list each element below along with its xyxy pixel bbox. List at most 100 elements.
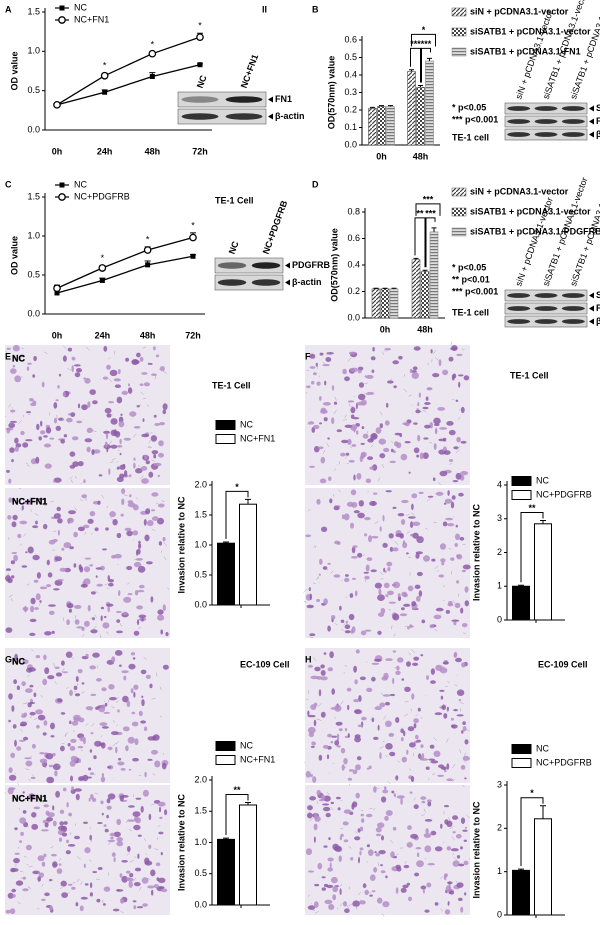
cell-blob <box>100 742 106 749</box>
cell-blob <box>419 452 424 460</box>
legend-swatch <box>451 27 467 37</box>
error-bar <box>223 541 229 544</box>
cell-blob <box>162 403 168 411</box>
blot-band-bg <box>177 91 267 108</box>
image-label: NC <box>12 656 25 666</box>
marker <box>59 5 65 11</box>
bar <box>371 288 381 319</box>
cell-blob <box>349 593 354 598</box>
cell-blob <box>382 901 390 908</box>
cell-blob <box>377 630 382 635</box>
cell-blob <box>96 583 103 587</box>
cell-blob <box>22 888 29 892</box>
legend-label: NC <box>240 740 253 750</box>
cell-blob <box>442 521 448 527</box>
band-label: PDGFRB <box>292 260 331 270</box>
cell-blob <box>443 713 448 719</box>
legend-label: NC+PDGFRB <box>536 489 592 499</box>
cell-blob <box>37 714 46 721</box>
fiber <box>432 773 436 775</box>
cell-blob <box>384 347 392 351</box>
fiber <box>452 516 454 518</box>
cell-blob <box>423 437 429 440</box>
y-tick-label: 0 <box>497 909 502 919</box>
fiber <box>14 772 16 775</box>
x-tick-label: 48h <box>413 151 429 161</box>
cell-blob <box>374 582 382 589</box>
cell-blob <box>86 446 91 453</box>
fiber <box>137 464 140 468</box>
y-tick-label: 0.4 <box>347 259 360 269</box>
bar <box>411 259 421 319</box>
fiber <box>449 826 454 830</box>
cell-blob <box>126 565 133 571</box>
point-label: * <box>146 234 150 244</box>
cell-blob <box>427 495 434 498</box>
fiber <box>27 825 29 828</box>
cell-blob <box>319 396 322 401</box>
fiber <box>316 801 319 804</box>
legend-swatch <box>511 758 532 768</box>
cell-blob <box>327 667 333 672</box>
cell-blob <box>385 810 393 816</box>
cell-blob <box>402 884 409 889</box>
fiber <box>385 754 388 758</box>
fiber <box>305 391 307 394</box>
cell-blob <box>95 575 98 578</box>
cell-blob <box>100 606 104 610</box>
cell-blob <box>329 498 333 504</box>
cell-blob <box>332 894 337 901</box>
sig-label: *** <box>425 208 436 218</box>
cell-blob <box>119 438 122 445</box>
cell-blob <box>161 762 167 770</box>
fiber <box>428 441 433 444</box>
fiber <box>40 695 43 698</box>
cell-blob <box>8 719 11 723</box>
cell-blob <box>447 490 450 496</box>
cell-blob <box>334 740 340 746</box>
cell-blob <box>309 366 316 369</box>
cell-blob <box>424 909 430 913</box>
cell-blob <box>120 513 124 517</box>
fiber <box>394 540 399 545</box>
cell-blob <box>126 700 131 708</box>
fiber <box>134 559 138 561</box>
cell-blob <box>128 881 133 888</box>
cell-blob <box>103 886 111 892</box>
cell-blob <box>396 665 400 671</box>
cell-blob <box>106 814 109 819</box>
fiber <box>450 341 453 346</box>
fiber <box>423 808 426 813</box>
cell-blob <box>56 506 61 512</box>
cell-blob <box>435 607 444 612</box>
cell-blob <box>307 714 316 718</box>
cell-blob <box>117 709 120 713</box>
fiber <box>464 752 466 757</box>
cell-blob <box>107 839 116 843</box>
y-tick-label: 0.3 <box>344 87 357 97</box>
blot-band <box>534 306 558 311</box>
cell-blob <box>316 381 321 386</box>
cell-blob <box>365 564 370 572</box>
cell-blob <box>456 689 465 696</box>
fiber <box>459 749 461 754</box>
cell-blob <box>307 727 316 734</box>
fiber <box>316 576 319 581</box>
cell-blob <box>379 423 383 429</box>
cell-blob <box>460 906 464 913</box>
fiber <box>338 461 341 465</box>
fiber <box>437 570 440 572</box>
fiber <box>145 853 147 855</box>
cell-blob <box>127 387 133 394</box>
cell-blob <box>123 611 128 616</box>
fiber <box>62 617 64 621</box>
cell-blob <box>48 604 56 607</box>
cell-blob <box>107 575 111 582</box>
cell-blob <box>127 819 136 822</box>
cell-blob <box>47 572 53 578</box>
fiber <box>26 720 29 723</box>
cell-blob <box>66 602 74 609</box>
band-label: SATB1 <box>596 290 600 300</box>
cell-blob <box>11 575 15 579</box>
cell-blob <box>377 594 385 601</box>
